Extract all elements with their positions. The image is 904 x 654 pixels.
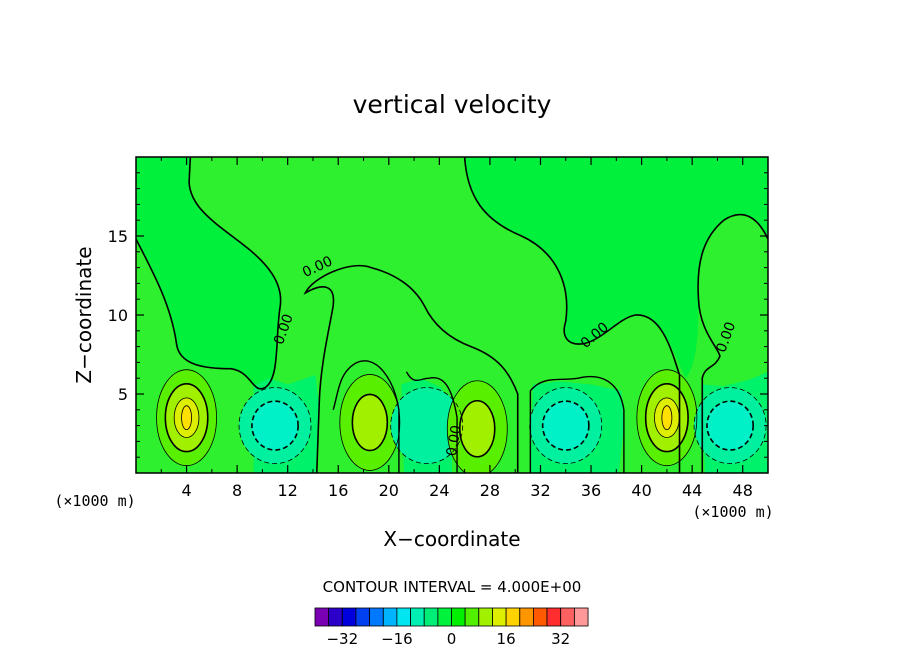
downdraft-cell: [390, 387, 463, 464]
contour-line: [238, 387, 312, 465]
colorbar-swatch: [410, 607, 425, 627]
y-axis-label: Z−coordinate: [72, 246, 96, 383]
updraft-core: [661, 405, 673, 431]
x-tick-label: 20: [379, 481, 399, 500]
zero-contour: [463, 157, 681, 473]
downdraft-level: [251, 401, 299, 450]
contour-line: [173, 397, 200, 438]
downdraft-cell-contours: [390, 387, 464, 465]
colorbar-swatch: [369, 607, 384, 627]
colorbar-tick-label: −16: [381, 630, 413, 648]
x-tick-label: 24: [429, 481, 449, 500]
colorbar-swatch: [451, 607, 466, 627]
zero-contour: [529, 375, 625, 473]
colorbar-swatch: [533, 607, 548, 627]
contour-line: [390, 387, 464, 465]
x-tick-label: 40: [631, 481, 651, 500]
colorbar: −32 −16 0 16 32: [314, 607, 589, 648]
x-tick-label: 48: [733, 481, 753, 500]
downdraft-cell: [694, 387, 767, 464]
zero-contour: [136, 157, 282, 390]
y-tick-label: 15: [108, 227, 128, 246]
zero-contour: [332, 360, 400, 473]
chart-title: vertical velocity: [353, 90, 552, 119]
contour-line: [636, 369, 698, 467]
colorbar-swatch: [437, 607, 452, 627]
zero-contour: [405, 371, 458, 473]
updraft-cell-contours: [339, 374, 401, 471]
x-tick-label: 36: [581, 481, 601, 500]
colorbar-swatch: [341, 607, 357, 627]
updraft-cell-contours: [446, 380, 508, 473]
colorbar-swatch: [314, 607, 330, 627]
colorbar-swatch: [355, 607, 370, 627]
colorbar-swatch: [478, 607, 493, 627]
colorbar-swatch: [382, 607, 398, 627]
contour-interval-text: CONTOUR INTERVAL = 4.000E+00: [323, 578, 582, 596]
x-tick-label: 28: [480, 481, 500, 500]
x-tick-label: 4: [181, 481, 191, 500]
downdraft-cell: [529, 387, 602, 464]
zero-contour: [303, 264, 519, 473]
contour-line: [458, 399, 496, 458]
contour-line: [644, 383, 689, 453]
colorbar-swatch: [328, 607, 343, 627]
contour-line: [339, 374, 401, 471]
x-axis-label: X−coordinate: [383, 527, 520, 551]
contour-line: [541, 400, 590, 451]
colorbar-tick-label: −32: [326, 630, 358, 648]
colorbar-tick-label: 16: [497, 630, 516, 648]
y-tick-label: 10: [108, 306, 128, 325]
x-tick-label: 44: [682, 481, 702, 500]
contour-line: [654, 397, 680, 438]
colorbar-tick-label: 0: [447, 630, 457, 648]
downdraft-cell-contours: [529, 387, 603, 465]
colorbar-swatch: [464, 607, 480, 627]
colorbar-swatch: [574, 607, 589, 627]
updraft-level: [352, 394, 388, 451]
x-tick-label: 16: [328, 481, 348, 500]
x-axis: 4 8 12 16 20 24 28 32 36 40 44 48: [160, 157, 753, 500]
x-unit-left: (×1000 m): [54, 492, 135, 510]
colorbar-swatch: [492, 607, 507, 627]
colorbar-swatch: [505, 607, 521, 627]
updraft-cell: [339, 374, 400, 471]
contour-line: [706, 400, 754, 451]
y-tick-label: 5: [118, 385, 128, 404]
updraft-level: [459, 400, 495, 457]
contour-line: [251, 400, 299, 451]
colorbar-swatch: [519, 607, 534, 627]
zero-contour: [697, 213, 768, 473]
contour-value-label: 0.00: [444, 424, 465, 457]
updraft-cell: [447, 380, 508, 473]
downdraft-cell: [239, 387, 312, 464]
colorbar-swatch: [546, 607, 562, 627]
downdraft-level: [706, 401, 754, 450]
x-tick-label: 8: [232, 481, 242, 500]
downdraft-level: [390, 387, 463, 464]
contour-line: [164, 383, 209, 453]
x-tick-label: 32: [530, 481, 550, 500]
x-tick-label: 12: [278, 481, 298, 500]
contour-line: [529, 387, 603, 465]
y-axis: 5 10 15: [108, 172, 768, 458]
colorbar-swatch: [560, 607, 575, 627]
contour-line: [351, 393, 389, 452]
colorbar-swatch: [423, 607, 439, 627]
updraft-core: [181, 405, 192, 431]
contour-line: [446, 380, 508, 473]
x-unit-right: (×1000 m): [692, 503, 773, 521]
colorbar-swatch: [396, 607, 411, 627]
downdraft-level: [542, 401, 589, 450]
updraft-cell-contours: [636, 369, 698, 467]
colorbar-tick-label: 32: [551, 630, 570, 648]
downdraft-cell-contours: [238, 387, 312, 465]
